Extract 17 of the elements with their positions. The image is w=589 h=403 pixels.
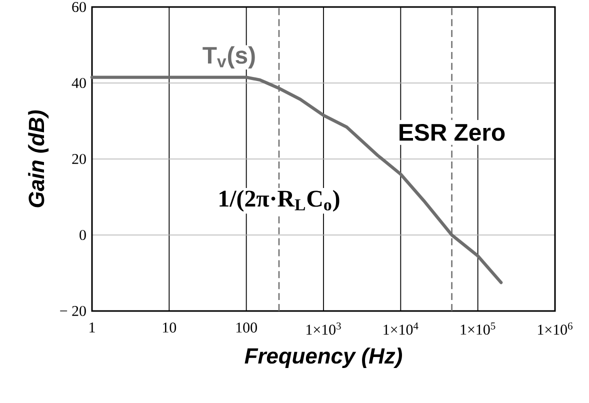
x-tick-label: 1×10$^{4}$ bbox=[384, 322, 418, 335]
y-tick-label: 20 bbox=[72, 154, 86, 164]
x-axis-title: Frequency (Hz) bbox=[244, 348, 402, 368]
x-tick-label: 100 bbox=[236, 322, 257, 333]
y-axis-title: Gain (dB) bbox=[28, 110, 49, 208]
y-tick-label: − 20 bbox=[60, 306, 86, 316]
x-tick-label: 1×10$^{3}$ bbox=[306, 322, 341, 335]
y-tick-label: 60 bbox=[72, 2, 86, 12]
x-tick-label: 1×10$^{6}$ bbox=[538, 322, 572, 335]
y-tick-label: 40 bbox=[72, 78, 86, 88]
x-tick-label: 1 bbox=[90, 322, 95, 332]
y-tick-label: 0 bbox=[80, 230, 86, 240]
x-tick-label: 10 bbox=[163, 322, 176, 333]
ref-line-label: ESR Zero bbox=[400, 124, 505, 141]
series-label: T$_{v}$(s) bbox=[202, 46, 255, 69]
x-tick-label: 1×10$^{5}$ bbox=[460, 322, 496, 335]
ref-line-label: 1/(2π·R$_{L}$C$_{o}$) bbox=[220, 190, 340, 212]
